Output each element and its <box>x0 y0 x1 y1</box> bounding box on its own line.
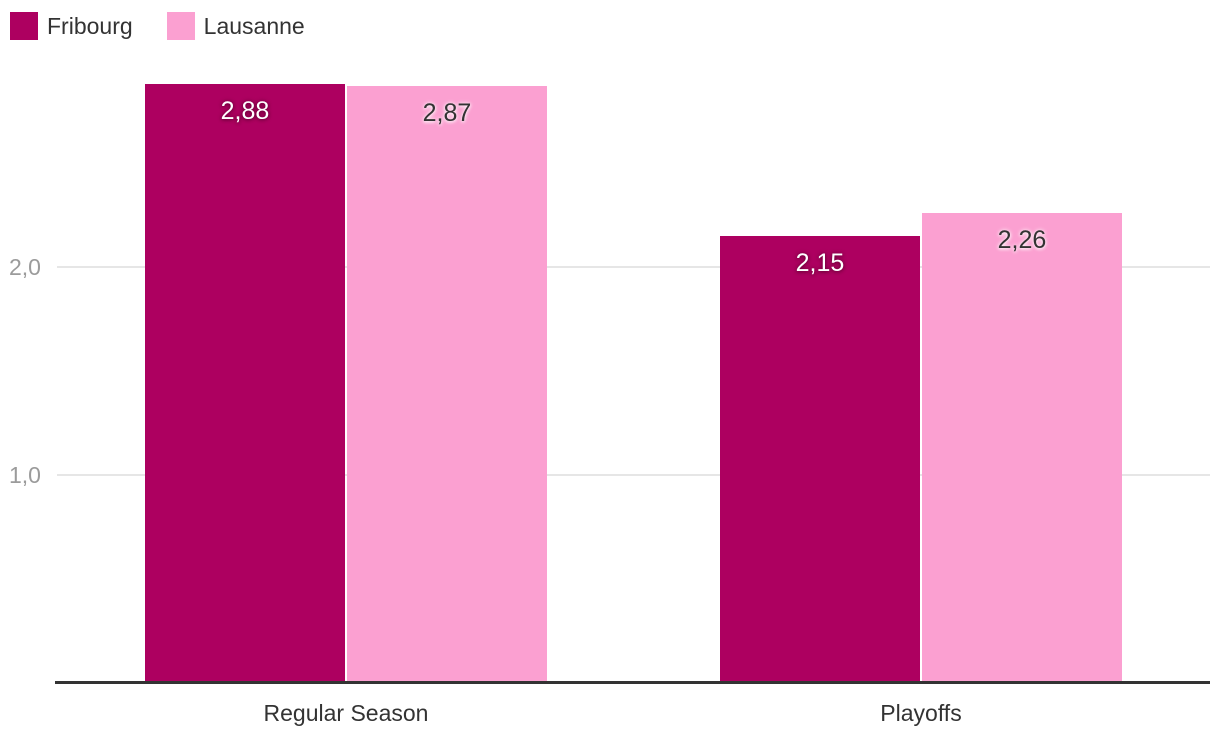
bar-fribourg-regular-season: 2,88 <box>145 84 345 683</box>
gridline-1,0 <box>57 474 1210 476</box>
fribourg-swatch-icon <box>10 12 38 40</box>
bar-value-label: 2,87 <box>422 99 472 127</box>
legend-item-fribourg: Fribourg <box>10 12 133 40</box>
legend-item-lausanne: Lausanne <box>166 12 305 40</box>
bar-lausanne-regular-season: 2,87 <box>347 86 547 683</box>
legend-label-fribourg: Fribourg <box>47 12 133 39</box>
bar-value-label: 2,15 <box>795 249 845 277</box>
bar-value-label: 2,88 <box>220 97 270 125</box>
y-tick-label-1,0: 1,0 <box>9 462 41 488</box>
bar-value-label: 2,26 <box>997 226 1047 254</box>
bar-lausanne-playoffs: 2,26 <box>922 213 1122 683</box>
category-label-regular-season: Regular Season <box>263 700 429 726</box>
legend: Fribourg Lausanne <box>10 12 305 40</box>
lausanne-swatch-icon <box>166 12 195 40</box>
legend-label-lausanne: Lausanne <box>203 12 305 39</box>
gridline-2,0 <box>57 266 1210 268</box>
category-label-playoffs: Playoffs <box>880 700 962 726</box>
bar-fribourg-playoffs: 2,15 <box>720 236 920 683</box>
x-axis-line <box>55 681 1210 684</box>
y-tick-label-2,0: 2,0 <box>9 254 41 280</box>
